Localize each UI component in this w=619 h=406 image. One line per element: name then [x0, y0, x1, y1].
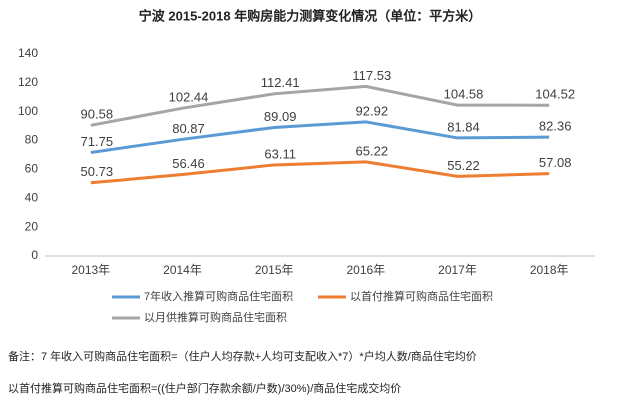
- data-label: 90.58: [81, 107, 114, 122]
- data-label: 57.08: [539, 155, 572, 170]
- legend-label: 7年收入推算可购商品住宅面积: [144, 289, 293, 303]
- series-line: [90, 160, 550, 185]
- data-label: 92.92: [356, 103, 389, 118]
- chart-title: 宁波 2015-2018 年购房能力测算变化情况（单位：平方米）: [139, 8, 481, 23]
- data-label: 71.75: [81, 134, 114, 149]
- y-tick-label: 80: [25, 133, 39, 147]
- data-label: 82.36: [539, 119, 572, 134]
- data-label: 104.52: [535, 87, 575, 102]
- data-label: 104.58: [444, 87, 484, 102]
- y-tick-label: 120: [18, 75, 38, 89]
- data-label: 117.53: [352, 68, 391, 83]
- series-line: [90, 84, 550, 127]
- legend-label: 以首付推算可购商品住宅面积: [350, 289, 493, 303]
- x-tick-label: 2015年: [255, 263, 294, 277]
- y-tick-label: 40: [25, 190, 39, 204]
- x-tick-label: 2018年: [530, 263, 569, 277]
- x-tick-label: 2013年: [71, 263, 110, 277]
- data-label: 56.46: [172, 156, 205, 171]
- data-label: 112.41: [261, 75, 300, 90]
- note: 以首付推算可购商品住宅面积=((住户部门存款余额/户数)/30%)/商品住宅成交…: [8, 381, 401, 395]
- data-label: 65.22: [356, 143, 389, 158]
- data-label: 89.09: [264, 109, 297, 124]
- data-label: 102.44: [169, 90, 209, 105]
- y-tick-label: 60: [25, 162, 39, 176]
- y-tick-label: 100: [18, 104, 38, 118]
- series-line: [90, 120, 550, 154]
- legend-label: 以月供推算可购商品住宅面积: [144, 310, 287, 324]
- data-label: 55.22: [447, 158, 480, 173]
- y-tick-label: 140: [18, 46, 38, 60]
- data-label: 80.87: [172, 121, 205, 136]
- y-tick-label: 20: [25, 219, 39, 233]
- y-tick-label: 0: [31, 248, 38, 262]
- x-tick-label: 2014年: [163, 263, 202, 277]
- note: 备注：7 年收入可购商品住宅面积=（住户人均存款+人均可支配收入*7）*户均人数…: [8, 349, 477, 363]
- data-label: 63.11: [264, 146, 296, 161]
- data-label: 50.73: [81, 164, 114, 179]
- data-label: 81.84: [447, 119, 480, 134]
- x-tick-label: 2016年: [346, 263, 385, 277]
- x-tick-label: 2017年: [438, 263, 477, 277]
